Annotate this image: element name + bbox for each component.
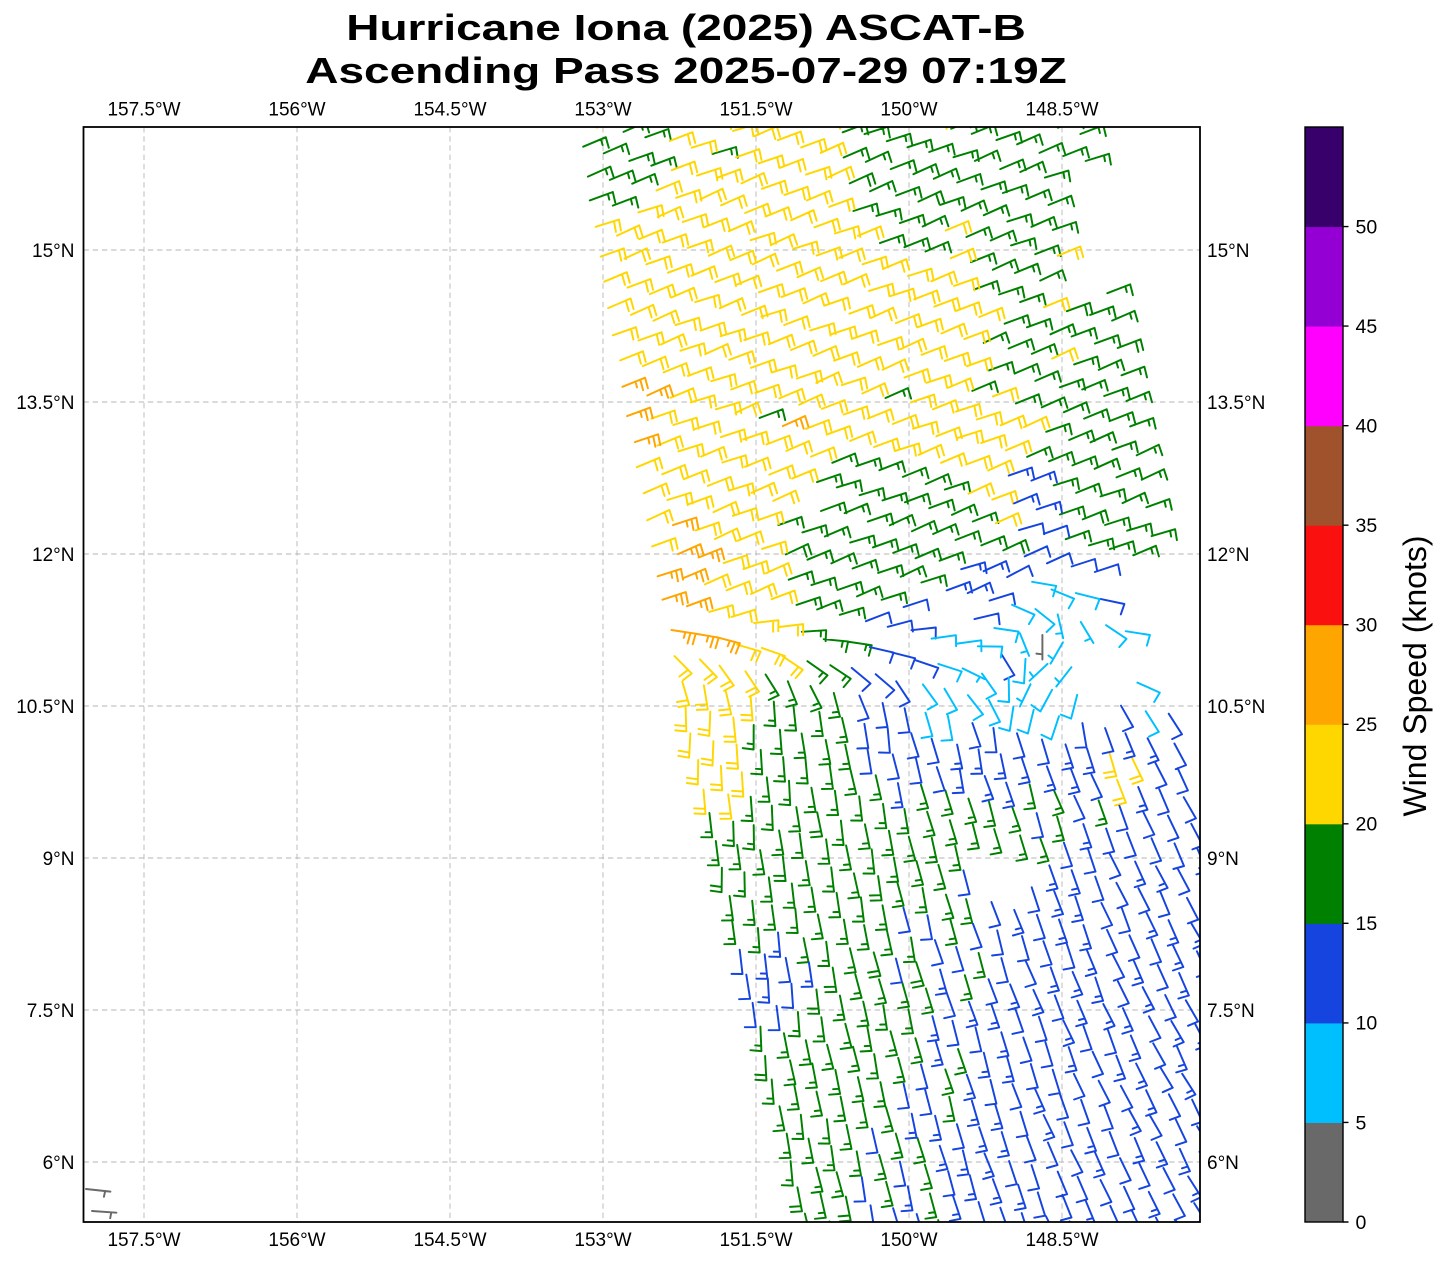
svg-text:156°W: 156°W <box>268 100 325 121</box>
svg-text:9°N: 9°N <box>43 849 75 870</box>
svg-text:148.5°W: 148.5°W <box>1025 1230 1098 1251</box>
svg-text:5: 5 <box>1356 1112 1367 1134</box>
svg-text:10: 10 <box>1356 1013 1378 1035</box>
svg-text:15: 15 <box>1356 913 1378 935</box>
svg-text:12°N: 12°N <box>32 545 74 566</box>
svg-text:154.5°W: 154.5°W <box>413 1230 486 1251</box>
svg-text:153°W: 153°W <box>574 100 631 121</box>
svg-text:151.5°W: 151.5°W <box>719 100 792 121</box>
svg-text:Hurricane Iona (2025) ASCAT-B: Hurricane Iona (2025) ASCAT-B <box>346 7 1026 48</box>
svg-text:40: 40 <box>1356 415 1378 437</box>
svg-text:9°N: 9°N <box>1207 849 1239 870</box>
svg-text:15°N: 15°N <box>32 241 74 262</box>
svg-text:Ascending Pass 2025-07-29 07:1: Ascending Pass 2025-07-29 07:19Z <box>305 50 1067 91</box>
svg-text:25: 25 <box>1356 714 1378 736</box>
svg-text:10.5°N: 10.5°N <box>1207 697 1265 718</box>
svg-text:151.5°W: 151.5°W <box>719 1230 792 1251</box>
svg-text:15°N: 15°N <box>1207 241 1249 262</box>
svg-text:157.5°W: 157.5°W <box>107 1230 180 1251</box>
svg-text:150°W: 150°W <box>880 1230 937 1251</box>
svg-text:10.5°N: 10.5°N <box>16 697 74 718</box>
svg-text:148.5°W: 148.5°W <box>1025 100 1098 121</box>
svg-text:35: 35 <box>1356 515 1378 537</box>
svg-text:153°W: 153°W <box>574 1230 631 1251</box>
svg-text:45: 45 <box>1356 316 1378 338</box>
svg-text:20: 20 <box>1356 814 1378 836</box>
svg-text:Wind Speed (knots): Wind Speed (knots) <box>1397 535 1433 816</box>
svg-text:154.5°W: 154.5°W <box>413 100 486 121</box>
svg-text:157.5°W: 157.5°W <box>107 100 180 121</box>
svg-text:7.5°N: 7.5°N <box>27 1001 75 1022</box>
svg-text:12°N: 12°N <box>1207 545 1249 566</box>
svg-text:50: 50 <box>1356 216 1378 238</box>
svg-text:150°W: 150°W <box>880 100 937 121</box>
svg-text:0: 0 <box>1356 1212 1367 1234</box>
svg-text:13.5°N: 13.5°N <box>1207 393 1265 414</box>
svg-text:13.5°N: 13.5°N <box>16 393 74 414</box>
svg-text:6°N: 6°N <box>43 1153 75 1174</box>
svg-text:30: 30 <box>1356 615 1378 637</box>
svg-text:7.5°N: 7.5°N <box>1207 1001 1255 1022</box>
svg-text:156°W: 156°W <box>268 1230 325 1251</box>
svg-text:6°N: 6°N <box>1207 1153 1239 1174</box>
